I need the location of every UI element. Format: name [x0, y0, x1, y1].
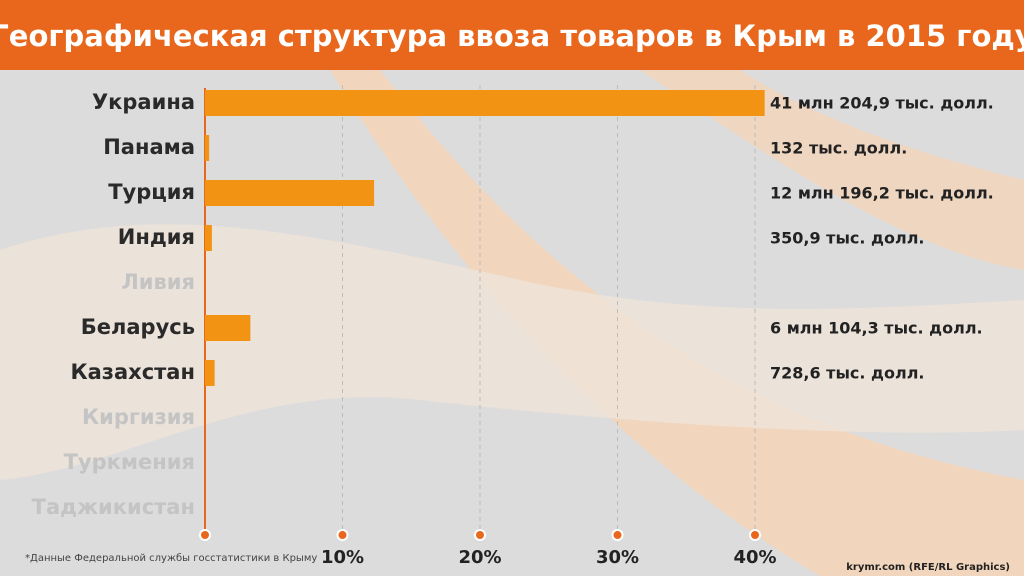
- x-tick-label: 30%: [596, 547, 639, 568]
- footnote: *Данные Федеральной службы госстатистики…: [25, 553, 317, 564]
- category-label: Туркмения: [64, 450, 195, 474]
- x-tick-label: 40%: [733, 547, 776, 568]
- axis-origin: [199, 529, 211, 541]
- bar: [205, 90, 765, 116]
- x-tick-dot: [336, 529, 349, 541]
- category-label: Панама: [103, 135, 195, 159]
- category-label: Таджикистан: [32, 495, 195, 519]
- category-label: Казахстан: [70, 360, 195, 384]
- value-label: 350,9 тыс. долл.: [770, 229, 924, 248]
- x-tick-dot: [474, 529, 486, 541]
- category-label: Киргизия: [82, 405, 195, 429]
- x-tick-label: 20%: [458, 547, 501, 568]
- title-bar: [0, 0, 1024, 70]
- bar: [205, 135, 210, 161]
- value-label: 728,6 тыс. долл.: [770, 364, 924, 383]
- decor: [640, 70, 1024, 270]
- value-label: 6 млн 104,3 тыс. долл.: [770, 319, 983, 338]
- decor-map: [0, 224, 1024, 480]
- bar: [205, 360, 215, 386]
- category-label: Беларусь: [81, 315, 195, 339]
- category-label: Ливия: [121, 270, 195, 294]
- value-label: 132 тыс. долл.: [770, 139, 907, 158]
- x-tick-dot: [749, 529, 761, 541]
- value-label: 41 млн 204,9 тыс. долл.: [770, 94, 994, 113]
- value-label: 12 млн 196,2 тыс. долл.: [770, 184, 994, 203]
- bar: [205, 225, 212, 251]
- decor: [330, 70, 1024, 576]
- category-label: Украина: [92, 90, 195, 114]
- x-tick-dot: [611, 529, 624, 541]
- x-tick-label: 10%: [321, 547, 364, 568]
- bar: [205, 315, 251, 341]
- chart-title: Географическая структура ввоза товаров в…: [0, 19, 1024, 53]
- category-label: Индия: [118, 225, 195, 249]
- category-label: Турция: [108, 180, 195, 204]
- bar: [205, 180, 375, 206]
- source: krymr.com (RFE/RL Graphics): [846, 562, 1010, 573]
